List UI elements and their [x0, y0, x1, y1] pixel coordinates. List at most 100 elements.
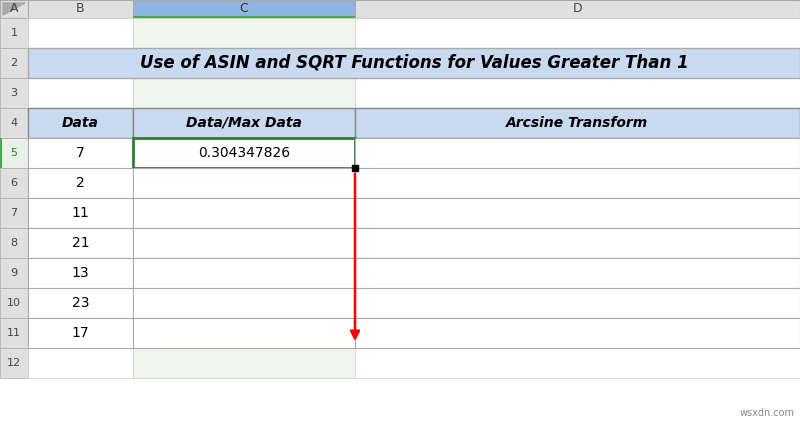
Text: 10: 10	[7, 298, 21, 308]
Bar	[28, 318, 133, 348]
Bar	[133, 108, 355, 138]
Text: 9: 9	[10, 268, 18, 278]
Bar	[28, 78, 133, 108]
Text: 17: 17	[72, 326, 90, 340]
Bar	[133, 138, 355, 168]
Text: 23: 23	[72, 296, 90, 310]
Text: 13: 13	[72, 266, 90, 280]
Bar	[0, 0, 28, 18]
Text: 7: 7	[10, 208, 18, 218]
Text: B: B	[76, 3, 85, 16]
Bar	[355, 228, 800, 258]
Bar	[0, 138, 2, 168]
Bar	[355, 108, 800, 138]
Bar	[28, 258, 133, 288]
Bar	[28, 318, 133, 348]
Bar	[28, 198, 133, 228]
Bar	[355, 0, 800, 18]
Bar	[355, 138, 800, 168]
Bar	[0, 18, 28, 48]
Polygon shape	[3, 3, 25, 15]
Text: 1: 1	[10, 28, 18, 38]
Bar	[355, 258, 800, 288]
Text: Data: Data	[62, 116, 99, 130]
Bar	[0, 198, 28, 228]
Bar	[355, 348, 800, 378]
Bar	[133, 348, 355, 378]
Bar	[133, 198, 355, 228]
Bar	[0, 228, 28, 258]
Bar	[355, 198, 800, 228]
Text: 3: 3	[10, 88, 18, 98]
Text: 5: 5	[10, 148, 18, 158]
Text: 11: 11	[7, 328, 21, 338]
Bar	[0, 318, 28, 348]
Bar	[0, 348, 28, 378]
Text: 8: 8	[10, 238, 18, 248]
Bar	[355, 198, 800, 228]
Text: 4: 4	[10, 118, 18, 128]
Text: Arcsine Transform: Arcsine Transform	[506, 116, 649, 130]
Text: C: C	[240, 3, 248, 16]
Bar	[28, 228, 133, 258]
Text: 2: 2	[76, 176, 85, 190]
Bar	[133, 16, 355, 18]
Bar	[0, 48, 28, 78]
Text: 12: 12	[7, 358, 21, 368]
Bar	[133, 258, 355, 288]
Bar	[355, 138, 800, 168]
Bar	[28, 18, 133, 48]
Bar	[28, 0, 133, 18]
Bar	[0, 138, 28, 168]
Bar	[133, 78, 355, 108]
Bar	[0, 258, 28, 288]
Bar	[28, 108, 133, 138]
Text: 7: 7	[76, 146, 85, 160]
Bar	[355, 288, 800, 318]
Bar	[355, 168, 800, 198]
Bar	[28, 228, 133, 258]
Text: D: D	[573, 3, 582, 16]
Bar	[133, 108, 355, 138]
Bar	[28, 198, 133, 228]
Bar	[133, 228, 355, 258]
Text: Use of ASIN and SQRT Functions for Values Greater Than 1: Use of ASIN and SQRT Functions for Value…	[140, 54, 688, 72]
Bar	[133, 318, 355, 348]
Text: 0.304347826: 0.304347826	[198, 146, 290, 160]
Text: wsxdn.com: wsxdn.com	[740, 408, 795, 418]
Bar	[133, 48, 355, 78]
Bar	[133, 288, 355, 318]
Bar	[28, 138, 133, 168]
Bar	[355, 228, 800, 258]
Text: 6: 6	[10, 178, 18, 188]
Bar	[133, 288, 355, 318]
Bar	[28, 48, 133, 78]
Bar	[0, 0, 28, 18]
Bar	[133, 138, 355, 168]
Bar	[355, 108, 800, 138]
Bar	[28, 168, 133, 198]
Bar	[133, 168, 355, 198]
Bar	[28, 108, 133, 138]
Bar	[355, 318, 800, 348]
Text: 2: 2	[10, 58, 18, 68]
Bar	[355, 168, 800, 198]
Bar	[133, 0, 355, 18]
Bar	[355, 78, 800, 108]
Bar	[28, 288, 133, 318]
Bar	[28, 288, 133, 318]
Bar	[28, 168, 133, 198]
Bar	[0, 288, 28, 318]
Bar	[28, 138, 133, 168]
Bar	[0, 168, 28, 198]
Bar	[355, 258, 800, 288]
Bar	[28, 48, 800, 78]
Bar	[133, 228, 355, 258]
Bar	[28, 258, 133, 288]
Bar	[355, 48, 800, 78]
Bar	[28, 348, 133, 378]
Text: A: A	[10, 3, 18, 16]
Bar	[133, 198, 355, 228]
Bar	[133, 18, 355, 48]
Bar	[355, 18, 800, 48]
